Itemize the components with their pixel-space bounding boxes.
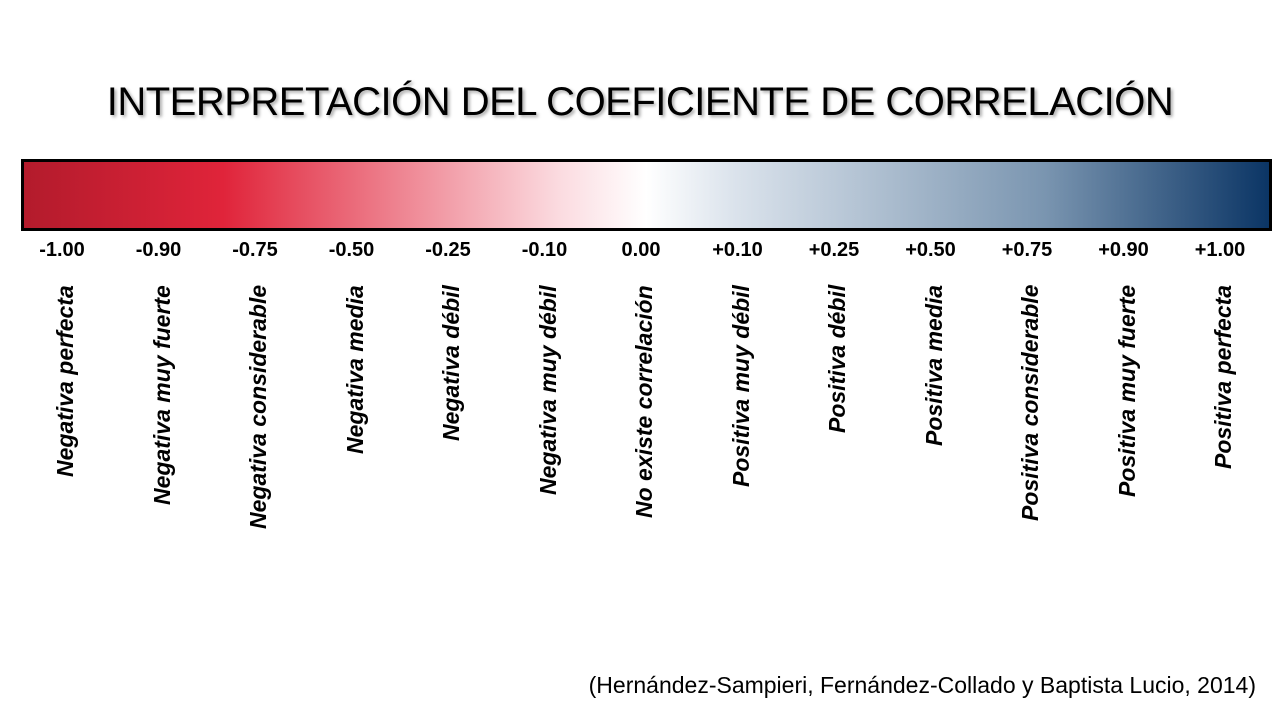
interpretation-label: Negativa muy débil	[534, 285, 561, 495]
coefficient-value-row: -1.00 -0.90 -0.75 -0.50 -0.25 -0.10 0.00 +0.10 +…	[0, 236, 1280, 264]
interpretation-label: Negativa perfecta	[52, 285, 78, 477]
interpretation-label: Positiva considerable	[1017, 285, 1043, 522]
coefficient-value: +0.75	[1001, 239, 1053, 261]
interpretation-label: Negativa muy fuerte	[148, 285, 175, 505]
coefficient-value: +0.50	[905, 239, 956, 261]
coefficient-value: +0.90	[1098, 239, 1149, 261]
interpretation-label: No existe correlación	[631, 285, 657, 518]
coefficient-value: -1.00	[39, 239, 85, 261]
coefficient-value: -0.10	[521, 239, 568, 261]
coefficient-value: +0.10	[712, 239, 763, 261]
coefficient-value: -0.90	[135, 239, 182, 261]
coefficient-value: -0.75	[232, 239, 278, 261]
page-title: INTERPRETACIÓN DEL COEFICIENTE DE CORREL…	[106, 80, 1174, 124]
citation: (Hernández-Sampieri, Fernández-Collado y…	[588, 672, 1256, 698]
interpretation-label: Negativa media	[341, 285, 368, 454]
coefficient-value: 0.00	[621, 239, 661, 261]
interpretation-label: Positiva débil	[824, 285, 850, 434]
interpretation-label: Positiva muy fuerte	[1113, 285, 1140, 498]
coefficient-value: +0.25	[808, 239, 860, 261]
correlation-gradient-bar	[21, 159, 1272, 231]
interpretation-label: Positiva media	[920, 285, 947, 447]
interpretation-label: Positiva muy débil	[727, 285, 754, 487]
interpretation-label: Negativa considerable	[245, 285, 271, 530]
interpretation-label: Positiva perfecta	[1210, 285, 1236, 470]
coefficient-value: -0.50	[328, 239, 375, 261]
coefficient-value: +1.00	[1194, 239, 1246, 261]
interpretation-label: Negativa débil	[438, 285, 464, 441]
interpretation-label-row: Negativa perfecta Negativa muy fuerte Nega…	[0, 285, 1280, 585]
coefficient-value: -0.25	[425, 239, 471, 261]
